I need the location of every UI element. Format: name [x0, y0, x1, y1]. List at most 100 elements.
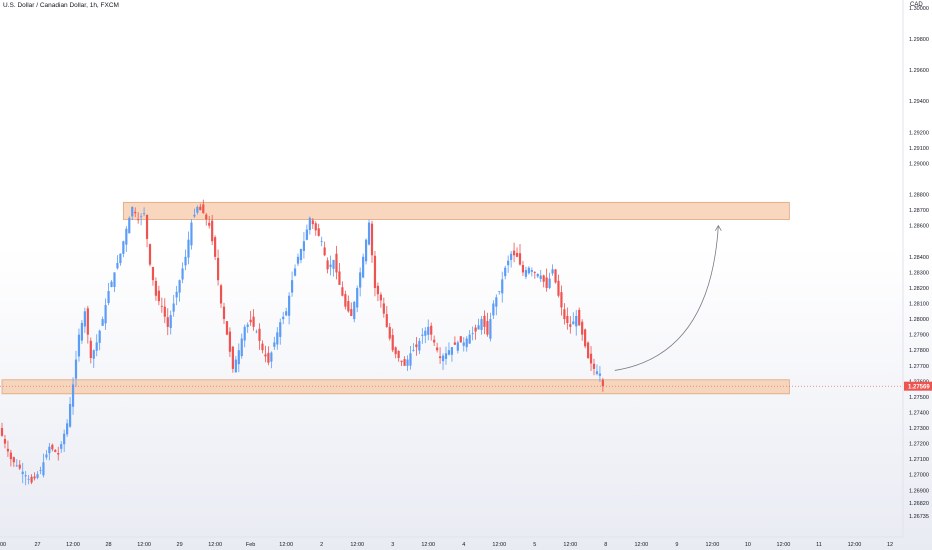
price-tick-label: 1.27900	[909, 333, 929, 339]
candle	[367, 219, 371, 246]
candle	[116, 255, 119, 270]
resistance-support-zone-0[interactable]	[122, 201, 790, 220]
candle	[548, 272, 551, 290]
candle	[187, 231, 190, 265]
candle	[208, 215, 211, 229]
candle	[480, 316, 483, 335]
price-tick-label: 1.28800	[909, 193, 929, 199]
candle	[15, 459, 18, 468]
candle	[169, 310, 172, 335]
candle	[418, 338, 421, 355]
candle	[12, 456, 15, 467]
candle	[397, 350, 400, 362]
candle	[359, 267, 362, 297]
candle	[214, 235, 217, 261]
candle	[299, 248, 303, 264]
candle	[302, 232, 306, 259]
candle	[391, 328, 394, 353]
candle	[507, 255, 510, 273]
candle	[199, 203, 202, 211]
candle	[89, 337, 92, 364]
candle	[530, 267, 533, 277]
time-axis: 00 27 12:00 28 12:00 29 12:00 Feb 12:00 2 12:00 3 12…	[0, 542, 893, 548]
projection-arrow[interactable]	[614, 225, 719, 371]
candle	[237, 343, 240, 373]
price-tick-label: 1.26900	[909, 488, 929, 494]
candle	[63, 429, 66, 453]
current-price-badge	[904, 381, 932, 391]
candle	[427, 319, 430, 341]
chart-title: U.S. Dollar / Canadian Dollar, 1h, FXCM	[3, 2, 119, 9]
candle	[222, 302, 226, 324]
candle	[385, 306, 388, 328]
candle	[273, 336, 276, 350]
price-tick-label: 1.26735	[909, 514, 929, 520]
candle	[409, 345, 412, 370]
candle	[175, 285, 178, 306]
candle	[438, 347, 442, 364]
candle	[101, 316, 104, 327]
candle	[601, 377, 604, 392]
candle	[353, 300, 356, 323]
candle	[154, 277, 158, 301]
candle	[332, 259, 335, 277]
resistance-support-zone-1[interactable]	[1, 379, 790, 395]
candle	[308, 216, 311, 235]
price-tick-label: 1.27500	[909, 395, 929, 401]
time-tick-label: 12:00	[66, 542, 80, 548]
candle	[323, 241, 326, 257]
candle	[267, 346, 270, 366]
candle	[290, 271, 294, 297]
candle	[3, 434, 7, 449]
candle	[80, 319, 84, 344]
candle	[379, 292, 382, 308]
candle	[252, 309, 255, 331]
candle	[163, 298, 166, 324]
time-tick-label: 2	[320, 542, 323, 548]
time-tick-label: 12:00	[848, 542, 862, 548]
candle	[211, 215, 214, 245]
candle	[9, 449, 12, 467]
price-tick-label: 1.28700	[909, 208, 929, 214]
price-tick-label: 1.29400	[909, 99, 929, 105]
price-tick-label: 1.27000	[909, 473, 929, 479]
price-tick-label: 1.26820	[909, 501, 929, 507]
candles-layer	[0, 199, 604, 486]
price-tick-label: 1.28300	[909, 270, 929, 276]
candle	[311, 218, 314, 230]
candle	[584, 328, 587, 349]
time-tick-label: 12:00	[421, 542, 435, 548]
price-tick-label: 1.27300	[909, 426, 929, 432]
candle	[406, 355, 409, 371]
candle	[125, 226, 128, 253]
candle	[572, 312, 575, 325]
candle	[119, 253, 122, 266]
candle	[128, 216, 131, 234]
candle	[504, 265, 507, 280]
candle	[243, 324, 246, 348]
candle	[184, 249, 187, 271]
candle	[234, 355, 237, 373]
candle	[228, 327, 232, 357]
candle	[586, 341, 590, 360]
candle	[6, 440, 10, 457]
candle	[216, 249, 220, 286]
candle	[92, 349, 95, 368]
price-tick-label: 1.29200	[909, 130, 929, 136]
candle	[598, 365, 602, 383]
price-tick-label: 1.29100	[909, 146, 929, 152]
candle	[83, 307, 86, 333]
candle	[412, 343, 415, 352]
candle	[335, 245, 338, 280]
candle	[595, 364, 599, 376]
candle	[225, 320, 229, 336]
time-tick-label: 5	[533, 542, 536, 548]
candle	[554, 268, 557, 284]
candle	[347, 295, 350, 313]
candle	[285, 307, 288, 317]
candle	[60, 441, 63, 453]
candle	[575, 310, 578, 336]
price-tick-label: 1.27700	[909, 364, 929, 370]
price-tick-label: 1.28600	[909, 224, 929, 230]
